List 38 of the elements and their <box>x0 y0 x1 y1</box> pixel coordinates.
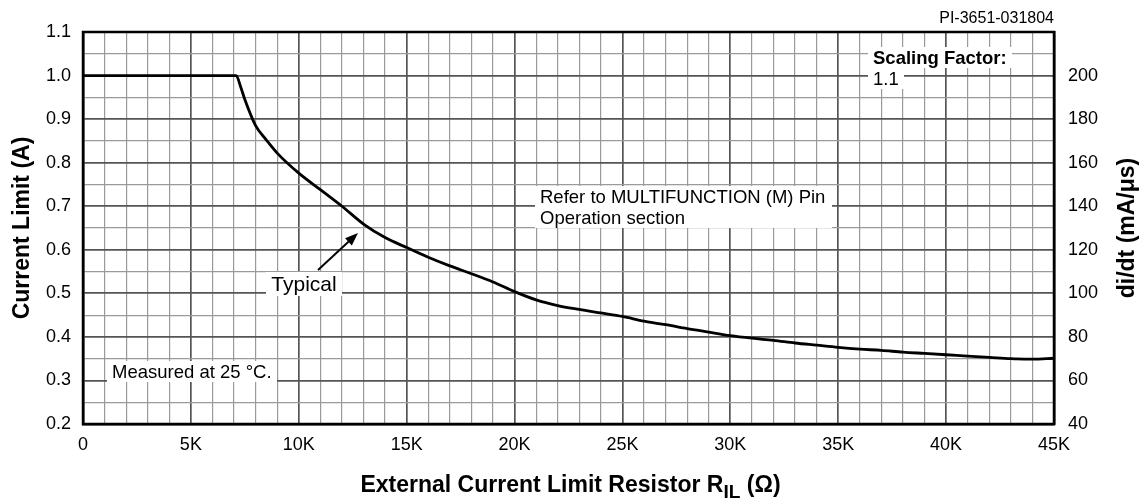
y2-tick-label: 140 <box>1068 195 1099 216</box>
y-tick-label: 0.8 <box>45 151 71 172</box>
x-tick-label: 0 <box>77 433 89 454</box>
x-tick-label: 20K <box>498 433 531 454</box>
x-tick-label: 45K <box>1037 433 1071 454</box>
annotation: Typical <box>266 272 342 296</box>
y-tick-label: 0.3 <box>45 369 71 390</box>
y2-tick-label: 180 <box>1068 108 1099 129</box>
x-tick-label: 5K <box>179 433 202 454</box>
y2-tick-label: 100 <box>1068 282 1099 303</box>
y-tick-label: 1.0 <box>45 64 71 85</box>
y2-tick-label: 60 <box>1068 369 1089 390</box>
y2-tick-label: 120 <box>1068 238 1099 259</box>
x-tick-label: 40K <box>930 433 963 454</box>
y-axis-title: Current Limit (A) <box>8 136 34 320</box>
x-tick-label: 25K <box>606 433 639 454</box>
y-tick-label: 0.6 <box>45 238 71 259</box>
y-tick-label: 0.5 <box>45 282 71 303</box>
y2-tick-label: 40 <box>1068 412 1089 433</box>
x-tick-label: 15K <box>390 433 423 454</box>
x-tick-label: 30K <box>714 433 747 454</box>
x-axis-title: External Current Limit Resistor R$_{IL}$ (Ω) <box>360 471 781 502</box>
annotation: Scaling Factor: <box>868 46 1012 68</box>
y-tick-label: 0.2 <box>45 412 71 433</box>
y2-tick-label: 160 <box>1068 151 1099 172</box>
x-tick-label: 35K <box>822 433 855 454</box>
text: PI-3651-031804 <box>939 7 1054 28</box>
x-tick-label: 10K <box>282 433 315 454</box>
y2-tick-label: 200 <box>1068 64 1099 85</box>
annotation: 1.1 <box>868 67 904 89</box>
y2-axis-title: di/dt (mA/μs) <box>1113 157 1139 299</box>
y-tick-label: 1.1 <box>45 20 71 41</box>
annotation: Refer to MULTIFUNCTION (M) Pin Operation section <box>535 186 832 228</box>
y-tick-label: 0.7 <box>45 195 71 216</box>
y2-tick-label: 80 <box>1068 325 1089 346</box>
y-tick-label: 0.4 <box>45 325 71 346</box>
y-tick-label: 0.9 <box>45 108 71 129</box>
annotation: Measured at 25 °C. <box>107 360 277 382</box>
